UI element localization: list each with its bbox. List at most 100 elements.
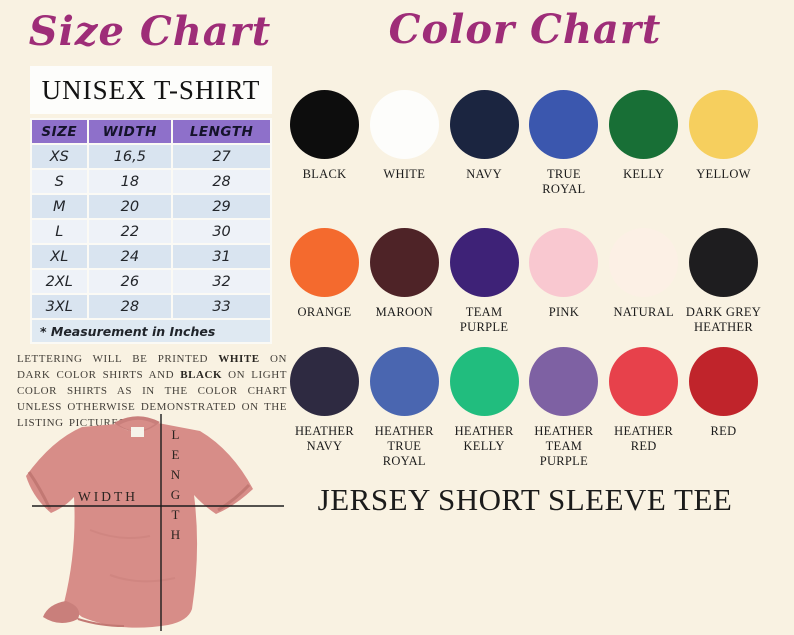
width-column-header: WIDTH	[88, 120, 172, 143]
width-cell: 20	[88, 195, 172, 218]
color-swatch-label: TRUE ROYAL	[542, 167, 586, 196]
color-swatch-circle	[688, 90, 758, 159]
color-swatch-label: WHITE	[383, 167, 426, 181]
color-swatch-label: MAROON	[375, 305, 433, 319]
length-cell: 33	[173, 295, 270, 318]
color-swatch: KELLY	[604, 90, 683, 197]
color-swatch-label: NAVY	[466, 167, 502, 181]
color-swatch-circle	[688, 228, 758, 297]
tshirt-body	[26, 423, 253, 628]
color-swatch-label: DARK GREY HEATHER	[685, 305, 762, 334]
table-row: L 22 30	[32, 220, 270, 243]
size-table: SIZE WIDTH LENGTH XS 16,5 27 S 18 28 M 2…	[30, 118, 272, 344]
note-text: ON DARK COLOR SHIRTS AND	[17, 353, 287, 381]
length-cell: 27	[173, 145, 270, 168]
width-cell: 18	[88, 170, 172, 193]
size-cell: M	[32, 195, 87, 218]
color-swatch-label: KELLY	[623, 167, 665, 181]
color-swatch-label: HEATHER RED	[614, 424, 674, 453]
length-cell: 31	[173, 245, 270, 268]
size-chart-title: Size Chart	[28, 8, 272, 55]
length-label: LENGTH	[168, 427, 183, 547]
color-swatch: HEATHER NAVY	[285, 347, 364, 469]
size-cell: XS	[32, 145, 87, 168]
color-swatch-circle	[369, 90, 439, 159]
color-swatch-label: YELLOW	[696, 167, 751, 181]
color-swatch: ORANGE	[285, 228, 364, 335]
table-row: S 18 28	[32, 170, 270, 193]
color-swatch: DARK GREY HEATHER	[684, 228, 763, 335]
width-cell: 28	[88, 295, 172, 318]
swatch-row: BLACK WHITE NAVY TRUE ROYAL KELLY YELLOW	[285, 90, 763, 197]
length-cell: 29	[173, 195, 270, 218]
size-cell: 2XL	[32, 270, 87, 293]
size-table-header-row: SIZE WIDTH LENGTH	[32, 120, 270, 143]
width-cell: 24	[88, 245, 172, 268]
color-swatch-circle	[369, 347, 439, 416]
color-swatch-circle	[369, 228, 439, 297]
color-swatch-circle	[290, 347, 359, 416]
color-swatch-label: HEATHER TEAM PURPLE	[534, 424, 594, 468]
color-swatch-circle	[609, 228, 679, 297]
color-swatch-circle	[529, 347, 599, 416]
color-swatch-circle	[449, 228, 519, 297]
color-swatch-circle	[449, 347, 519, 416]
color-swatch-label: HEATHER KELLY	[454, 424, 514, 453]
color-swatch-label: BLACK	[302, 167, 347, 181]
note-text: LETTERING WILL BE PRINTED	[17, 353, 219, 365]
color-swatch-circle	[290, 228, 359, 297]
wrinkle	[109, 574, 176, 583]
unisex-tshirt-card: UNISEX T-SHIRT	[30, 66, 272, 114]
size-cell: S	[32, 170, 87, 193]
swatch-row: HEATHER NAVY HEATHER TRUE ROYAL HEATHER …	[285, 347, 763, 469]
note-black-word: BLACK	[180, 368, 223, 381]
tshirt-illustration	[26, 414, 284, 631]
size-cell: 3XL	[32, 295, 87, 318]
width-label: WIDTH	[78, 489, 138, 504]
hem-wrinkle	[77, 618, 125, 627]
color-swatch: RED	[684, 347, 763, 469]
length-cell: 30	[173, 220, 270, 243]
width-cell: 22	[88, 220, 172, 243]
color-chart-title: Color Chart	[388, 6, 662, 53]
size-cell: XL	[32, 245, 87, 268]
color-swatch-circle	[529, 228, 599, 297]
length-column-header: LENGTH	[173, 120, 270, 143]
color-swatch-label: ORANGE	[297, 305, 352, 319]
color-swatch-circle	[449, 90, 519, 159]
color-swatch-label: PINK	[548, 305, 580, 319]
right-cuff-fold	[217, 483, 251, 512]
table-row: 2XL 26 32	[32, 270, 270, 293]
table-row: XS 16,5 27	[32, 145, 270, 168]
measurement-footnote: * Measurement in Inches	[32, 320, 270, 342]
table-row: XL 24 31	[32, 245, 270, 268]
table-footnote-row: * Measurement in Inches	[32, 320, 270, 342]
color-swatch-label: NATURAL	[613, 305, 674, 319]
table-row: M 20 29	[32, 195, 270, 218]
color-swatch: HEATHER TRUE ROYAL	[365, 347, 444, 469]
color-swatch: WHITE	[365, 90, 444, 197]
color-swatch: TEAM PURPLE	[445, 228, 524, 335]
color-swatch: HEATHER RED	[604, 347, 683, 469]
color-swatch-circle	[609, 90, 679, 159]
note-white-word: WHITE	[218, 353, 260, 365]
table-row: 3XL 28 33	[32, 295, 270, 318]
color-swatch: HEATHER TEAM PURPLE	[524, 347, 603, 469]
color-swatch: YELLOW	[684, 90, 763, 197]
color-swatch: HEATHER KELLY	[445, 347, 524, 469]
color-swatch-label: TEAM PURPLE	[459, 305, 509, 334]
color-swatch-circle	[290, 90, 359, 159]
color-swatch-circle	[609, 347, 679, 416]
swatch-row: ORANGE MAROON TEAM PURPLE PINK NATURAL D…	[285, 228, 763, 335]
unisex-tshirt-heading: UNISEX T-SHIRT	[41, 74, 261, 105]
color-swatch-circle	[529, 90, 599, 159]
tshirt-measurement-figure: LENGTH WIDTH	[20, 410, 304, 635]
tshirt-collar-inner	[119, 419, 155, 431]
width-cell: 26	[88, 270, 172, 293]
color-swatch-label: HEATHER NAVY	[294, 424, 355, 453]
color-swatch: NAVY	[445, 90, 524, 197]
color-swatch-label: RED	[710, 424, 737, 438]
color-swatch: MAROON	[365, 228, 444, 335]
color-swatch: TRUE ROYAL	[524, 90, 603, 197]
